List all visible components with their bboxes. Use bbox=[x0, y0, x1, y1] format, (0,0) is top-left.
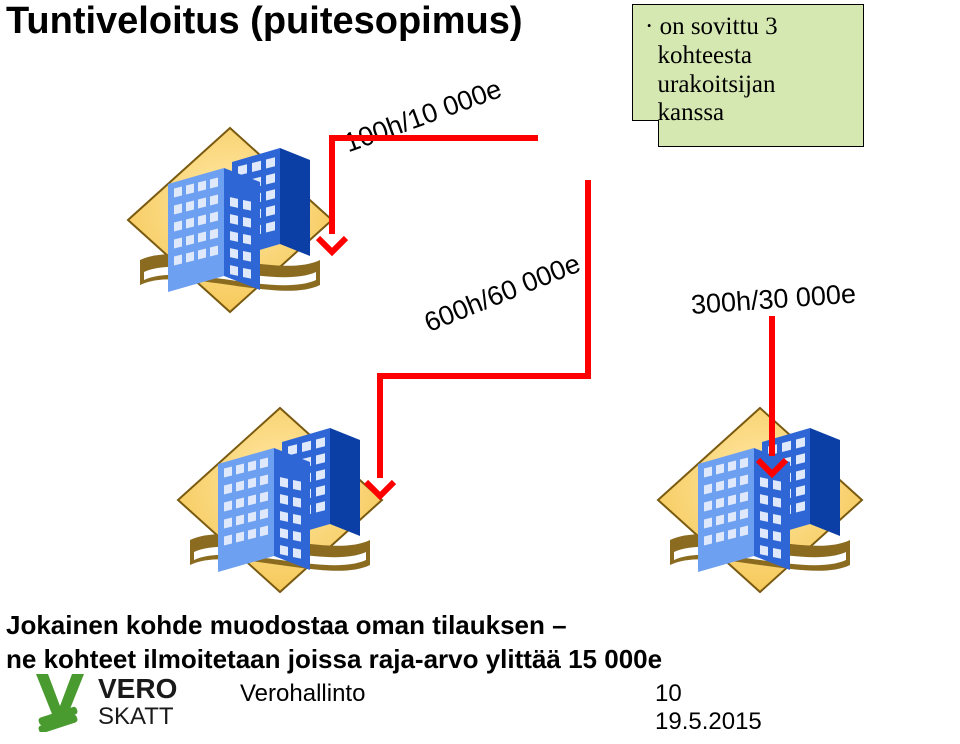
page-date: 19.5.2015 bbox=[655, 708, 762, 736]
svg-text:VERO: VERO bbox=[98, 673, 177, 704]
footer-line-1: Jokainen kohde muodostaa oman tilauksen … bbox=[6, 610, 567, 641]
page-number: 10 bbox=[655, 680, 682, 708]
org-name: Verohallinto bbox=[240, 680, 365, 708]
vero-logo: VERO SKATT bbox=[30, 668, 230, 737]
svg-text:SKATT: SKATT bbox=[98, 703, 174, 730]
